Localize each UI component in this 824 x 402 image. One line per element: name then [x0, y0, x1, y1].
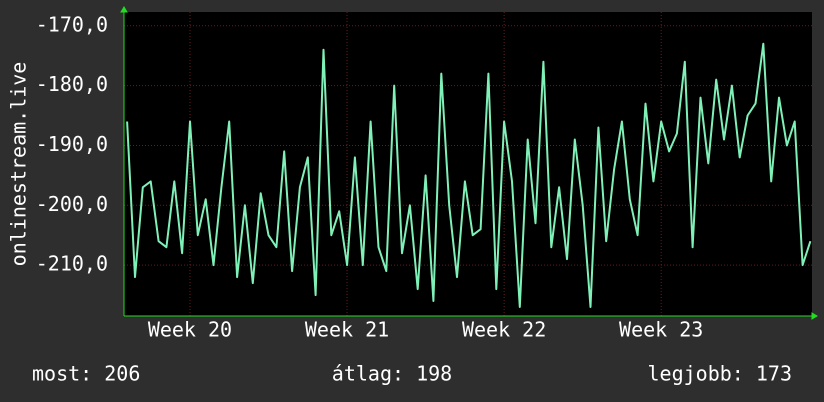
x-tick-label: Week 21 — [305, 318, 389, 342]
y-tick-label: -180,0 — [36, 72, 108, 96]
x-tick-label: Week 23 — [619, 318, 703, 342]
axis-arrows — [120, 6, 818, 320]
footer-now: most: 206 — [32, 362, 140, 386]
y-tick-label: -200,0 — [36, 192, 108, 216]
y-tick-label: -170,0 — [36, 12, 108, 36]
y-tick-label: -190,0 — [36, 132, 108, 156]
footer-avg: átlag: 198 — [332, 362, 452, 386]
y-tick-label: -210,0 — [36, 252, 108, 276]
footer-max: legjobb: 173 — [648, 362, 793, 386]
x-tick-label: Week 22 — [462, 318, 546, 342]
data-line — [126, 42, 812, 308]
x-tick-label: Week 20 — [148, 318, 232, 342]
y-axis-label: onlinestream.live — [7, 62, 31, 267]
